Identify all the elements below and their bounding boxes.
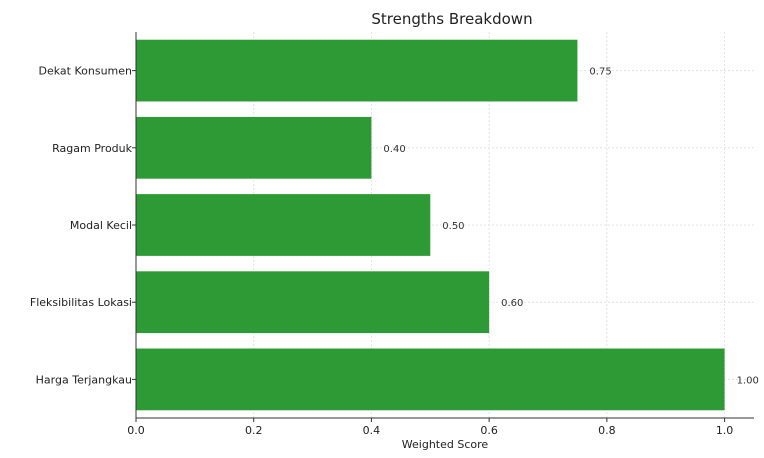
bar-3 (136, 271, 490, 334)
category-label-4: Harga Terjangkau (36, 373, 132, 386)
x-tick-label-0: 0.0 (127, 424, 145, 437)
category-label-3: Fleksibilitas Lokasi (30, 296, 132, 309)
bar-0 (136, 39, 578, 102)
x-tick-label-4: 0.8 (598, 424, 616, 437)
category-labels: Dekat Konsumen Ragam Produk Modal Kecil Fle… (30, 65, 133, 387)
data-label-4: 1.00 (737, 375, 759, 386)
x-tick-label-3: 0.6 (480, 424, 498, 437)
x-tick-label-5: 1.0 (716, 424, 734, 437)
data-labels: 0.75 0.40 0.50 0.60 1.00 (383, 67, 758, 387)
data-label-2: 0.50 (442, 221, 464, 232)
data-label-1: 0.40 (383, 144, 405, 155)
category-label-0: Dekat Konsumen (39, 65, 133, 78)
bars (136, 39, 725, 411)
x-axis-title: Weighted Score (402, 438, 489, 451)
x-ticks: 0.0 0.2 0.4 0.6 0.8 1.0 (127, 70, 734, 437)
x-tick-label-1: 0.2 (245, 424, 263, 437)
data-label-0: 0.75 (589, 67, 611, 78)
category-label-1: Ragam Produk (52, 142, 132, 155)
chart-title: Strengths Breakdown (371, 10, 532, 28)
bar-1 (136, 116, 372, 179)
bar-4 (136, 348, 725, 411)
category-label-2: Modal Kecil (70, 219, 132, 232)
data-label-3: 0.60 (501, 298, 523, 309)
bar-2 (136, 194, 431, 256)
x-tick-label-2: 0.4 (363, 424, 381, 437)
